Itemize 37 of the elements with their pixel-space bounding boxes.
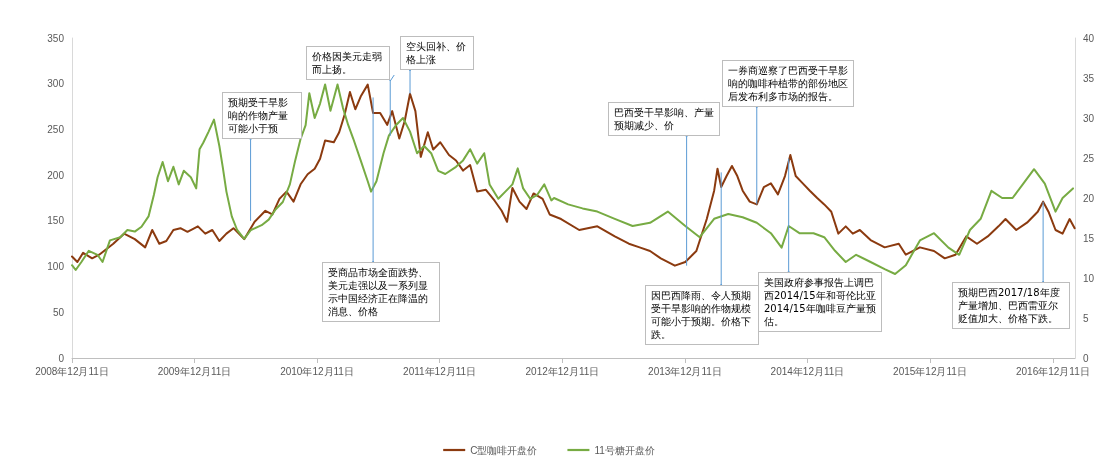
y-tick-label: 300	[47, 78, 65, 90]
y2-tick-label: 0	[1083, 352, 1089, 364]
annotation: 美国政府参事报告上调巴西2014/15年和哥伦比亚2014/15年咖啡豆产量预估。	[758, 272, 882, 332]
y2-tick-label: 25	[1083, 152, 1095, 164]
y2-tick-label: 35	[1083, 72, 1095, 84]
x-tick-label: 2016年12月11日	[1015, 365, 1090, 377]
x-tick-label: 2013年12月11日	[648, 365, 722, 377]
y2-tick-label: 20	[1083, 192, 1095, 204]
y-tick-label: 0	[58, 352, 65, 364]
y-tick-label: 100	[47, 261, 65, 273]
y2-tick-label: 5	[1083, 312, 1089, 324]
y2-tick-label: 10	[1083, 272, 1095, 284]
y-tick-label: 250	[47, 123, 65, 135]
y-tick-label: 150	[47, 215, 65, 227]
annotation: 价格因美元走弱而上扬。	[306, 46, 390, 80]
x-tick-label: 2011年12月11日	[403, 365, 477, 377]
x-tick-label: 2008年12月11日	[35, 365, 109, 377]
legend-label: C型咖啡开盘价	[470, 444, 538, 456]
annotation: 巴西受干旱影响、产量预期减少、价	[608, 102, 720, 136]
annotation: 受商品市场全面跌势、美元走强以及一系列显示中国经济正在降温的消息、价格	[322, 262, 440, 322]
x-tick-label: 2009年12月11日	[157, 365, 232, 377]
annotation: 空头回补、价格上涨	[400, 36, 474, 70]
y2-tick-label: 15	[1083, 232, 1095, 244]
x-tick-label: 2010年12月11日	[280, 365, 354, 377]
x-tick-label: 2012年12月11日	[525, 365, 600, 377]
x-tick-label: 2014年12月11日	[770, 365, 845, 377]
y-tick-label: 50	[52, 306, 65, 318]
x-tick-label: 2015年12月11日	[893, 365, 967, 377]
annotation: 预期受干旱影响的作物产量可能小于预	[222, 92, 302, 139]
annotation: 一券商巡察了巴西受干旱影响的咖啡种植带的部份地区后发布利多市场的报告。	[722, 60, 854, 107]
y-tick-label: 350	[47, 32, 65, 44]
y2-tick-label: 40	[1083, 32, 1095, 44]
annotation: 因巴西降雨、令人预期受干旱影响的作物规模可能小于预期。价格下跌。	[645, 285, 759, 345]
y2-tick-label: 30	[1083, 112, 1095, 124]
y-tick-label: 200	[47, 169, 65, 181]
annotation: 预期巴西2017/18年度产量增加、巴西雷亚尔贬值加大、价格下跌。	[952, 282, 1070, 329]
legend-label: 11号糖开盘价	[594, 444, 655, 456]
